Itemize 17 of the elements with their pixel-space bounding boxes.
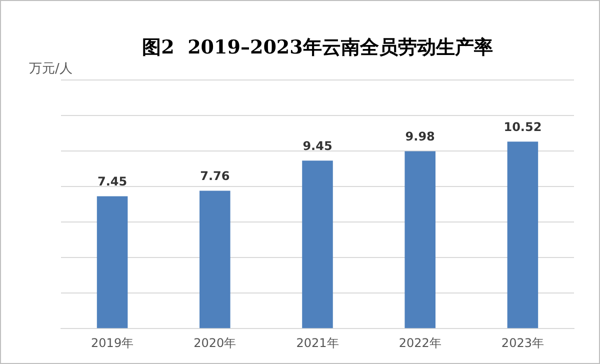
data-label: 10.52 bbox=[504, 120, 542, 134]
chart-title: 图2 2019–2023年云南全员劳动生产率 bbox=[142, 36, 493, 58]
bar bbox=[507, 142, 538, 328]
data-label: 7.45 bbox=[97, 174, 128, 188]
y-axis-title: 万元/人 bbox=[29, 62, 72, 77]
data-label: 9.45 bbox=[302, 138, 332, 153]
bar bbox=[302, 160, 333, 328]
bar bbox=[96, 196, 128, 328]
x-tick-label: 2022年 bbox=[398, 336, 442, 350]
bar bbox=[200, 190, 230, 328]
x-tick-label: 2020年 bbox=[194, 336, 236, 350]
x-tick-label: 2019年 bbox=[91, 336, 134, 350]
data-label: 9.98 bbox=[405, 129, 435, 144]
x-tick-label: 2021年 bbox=[296, 336, 339, 350]
bar bbox=[404, 151, 436, 328]
x-tick-label: 2023年 bbox=[501, 336, 544, 350]
data-label: 7.76 bbox=[200, 168, 230, 183]
